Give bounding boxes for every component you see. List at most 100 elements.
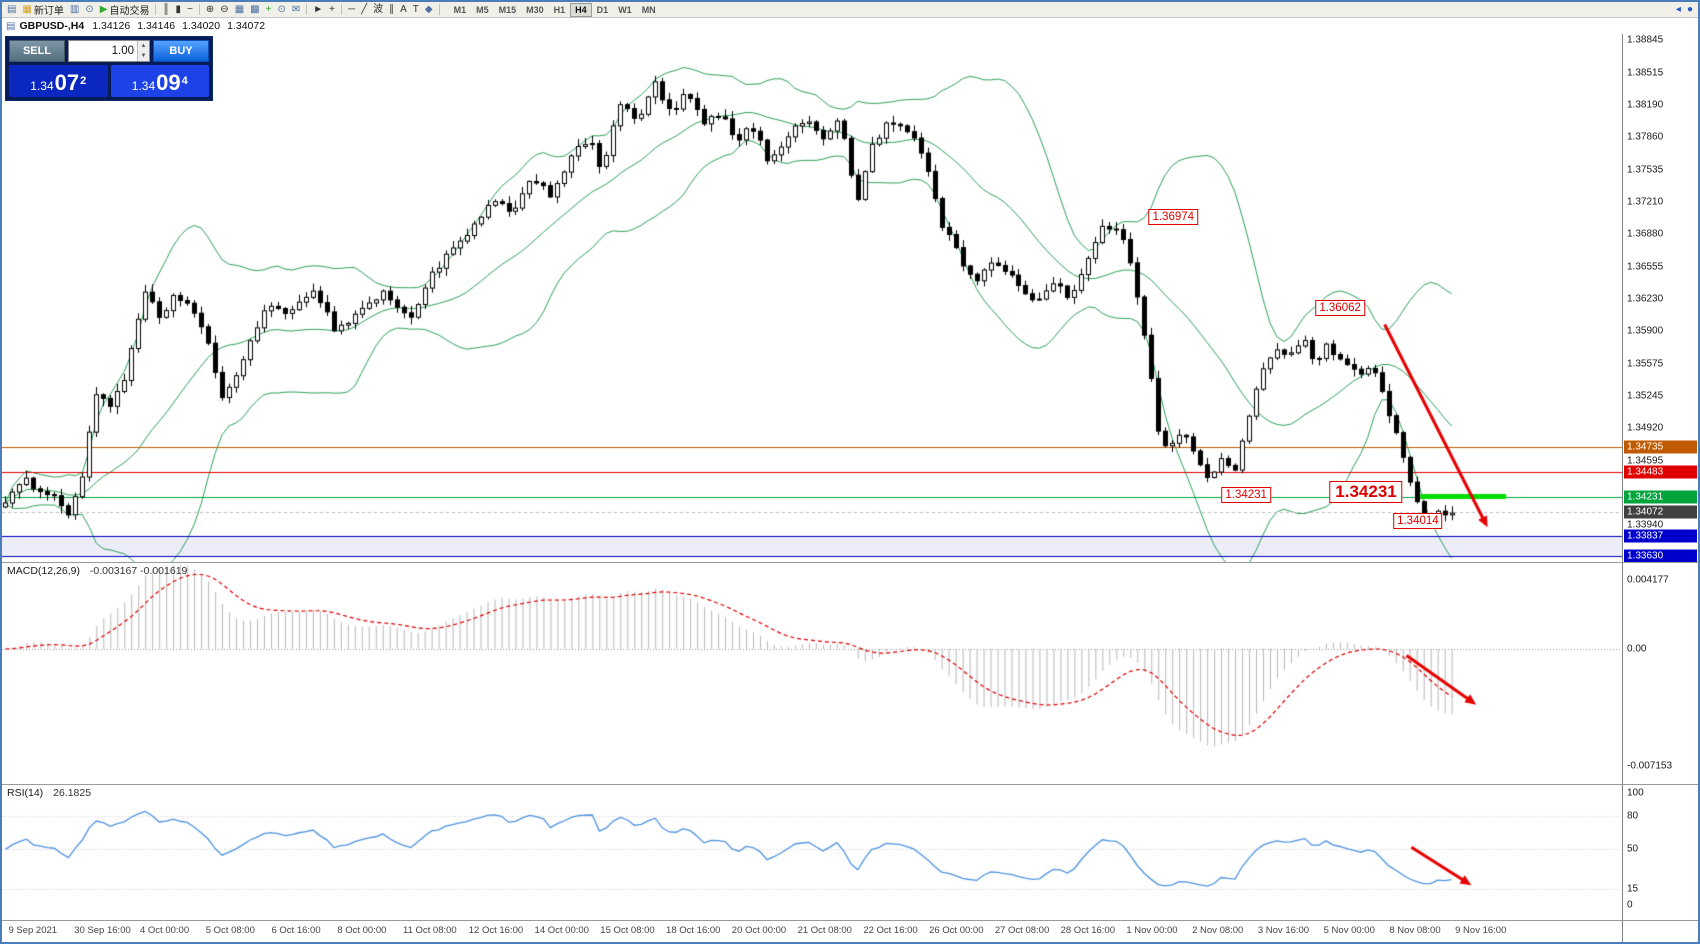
timeframe-m15[interactable]: M15 <box>498 4 517 15</box>
rsi-label: RSI(14) 26.1825 <box>7 787 92 799</box>
scroll-left-icon[interactable]: ◂ <box>1675 3 1681 15</box>
bar-chart-icon-glyph: ║ <box>162 3 170 15</box>
market-watch-icon[interactable]: ▥ <box>67 3 82 17</box>
symbol-title: GBPUSD-,H4 <box>19 20 85 32</box>
price-tick: 1.38515 <box>1627 67 1664 79</box>
timeframe-mn[interactable]: MN <box>641 4 656 15</box>
label-icon[interactable]: T <box>410 3 422 17</box>
price-tick: 1.34595 <box>1627 455 1664 467</box>
volume-down-icon[interactable]: ▼ <box>138 51 149 61</box>
main-chart-canvas[interactable] <box>2 34 1622 562</box>
add-indicator-icon[interactable]: + <box>263 3 275 17</box>
time-label: 8 Oct 00:00 <box>337 925 387 936</box>
timeframe-m5[interactable]: M5 <box>476 4 489 15</box>
new-order-button-label: 新订单 <box>33 6 64 17</box>
timeframe-d1[interactable]: D1 <box>596 4 609 15</box>
time-label: 2 Nov 08:00 <box>1192 925 1244 936</box>
timeframe-m30[interactable]: M30 <box>526 4 544 15</box>
sell-button[interactable]: SELL <box>9 40 65 62</box>
tile-windows-icon[interactable]: ▦ <box>232 3 247 17</box>
volume-up-icon[interactable]: ▲ <box>138 41 149 51</box>
price-tick: 1.37210 <box>1627 196 1664 208</box>
chart-window-icon: ▤ <box>6 20 16 32</box>
time-label: 22 Oct 16:00 <box>863 925 918 936</box>
rsi-tick: 100 <box>1627 787 1644 799</box>
rsi-axis: 100 80 50 15 0 <box>1622 785 1698 920</box>
status-dot-icon[interactable]: ● <box>1686 3 1693 15</box>
price-tick: 1.34920 <box>1627 422 1664 434</box>
shapes-icon[interactable]: ◆ <box>422 3 436 17</box>
new-order-button[interactable]: ▦ 新订单 <box>19 3 66 18</box>
timeframe-m1[interactable]: M1 <box>453 4 467 15</box>
rsi-tick: 0 <box>1627 899 1633 911</box>
timeframe-w1[interactable]: W1 <box>618 4 632 15</box>
period-icon[interactable]: ⊙ <box>274 3 288 17</box>
price-tag: 1.34735 <box>1624 440 1697 454</box>
price-tick: 1.36880 <box>1627 228 1664 240</box>
toolbar: ▤ ▦ 新订单 ▥ ⊙ ▶ 自动交易 ║ ▮ ~ ⊕ ⊖ ▦ ▩ + ⊙ ✉ ► + ─ ╱ 波 ∥ A T ◆ M1 M5 M15 M3… <box>2 2 1698 18</box>
toolbar-right-group: ◂ ● <box>1673 3 1696 17</box>
timeframe-h4[interactable]: H4 <box>570 2 592 17</box>
zoom-in-icon[interactable]: ⊕ <box>203 3 217 17</box>
bar-chart-icon[interactable]: ║ <box>159 3 172 17</box>
time-label: 30 Sep 16:00 <box>74 925 131 936</box>
toolbar-separator <box>155 4 157 15</box>
horizontal-line-icon[interactable]: ─ <box>345 3 358 17</box>
main-chart-panel: 1.36974 1.36062 1.34231 1.34231 1.34014 SELL… <box>2 34 1698 562</box>
macd-panel: MACD(12,26,9) -0.003167 -0.001619 0.0041… <box>2 562 1698 784</box>
rsi-tick: 80 <box>1627 810 1639 822</box>
template-icon[interactable]: ✉ <box>289 3 303 17</box>
channel-icon[interactable]: ∥ <box>386 3 397 17</box>
macd-label: MACD(12,26,9) -0.003167 -0.001619 <box>7 565 188 577</box>
auto-arrange-icon[interactable]: ▩ <box>247 3 262 17</box>
time-label: 3 Nov 16:00 <box>1257 925 1310 936</box>
text-icon[interactable]: A <box>397 3 410 17</box>
chart-title-row: ▤ GBPUSD-,H4 1.34126 1.34146 1.34020 1.3… <box>2 18 1698 34</box>
new-order-glyph: ▦ <box>22 3 32 15</box>
close-value: 1.34072 <box>227 20 266 32</box>
rsi-tick: 50 <box>1627 843 1639 855</box>
buy-price-display[interactable]: 1.34 09 4 <box>110 65 209 97</box>
trendline-icon[interactable]: ╱ <box>358 3 370 17</box>
price-tick: 1.36230 <box>1627 293 1664 305</box>
template-icon-glyph: ✉ <box>291 3 301 15</box>
new-chart-window-icon-glyph: ▤ <box>7 3 17 15</box>
timeframe-h1[interactable]: H1 <box>553 4 566 15</box>
macd-canvas[interactable] <box>2 563 1622 784</box>
time-axis[interactable]: 9 Sep 2021 30 Sep 16:00 4 Oct 00:00 5 Oct 0… <box>2 921 1622 942</box>
toolbar-separator <box>306 4 308 15</box>
signal-icon[interactable]: ⊙ <box>82 3 96 17</box>
candlestick-chart-icon-glyph: ▮ <box>175 3 182 15</box>
rsi-canvas[interactable] <box>2 785 1622 920</box>
price-tag: 1.34072 <box>1624 505 1697 519</box>
time-label: 11 Oct 08:00 <box>403 925 457 936</box>
price-tick: 1.35575 <box>1627 358 1664 370</box>
zoom-out-icon[interactable]: ⊖ <box>217 3 231 17</box>
time-label: 6 Oct 16:00 <box>271 925 321 936</box>
volume-value[interactable]: 1.00 <box>111 45 134 57</box>
candlestick-chart-icon[interactable]: ▮ <box>173 3 185 17</box>
toolbar-separator <box>198 4 200 15</box>
time-axis-row: 9 Sep 2021 30 Sep 16:00 4 Oct 00:00 5 Oct 0… <box>2 920 1698 942</box>
time-label: 14 Oct 00:00 <box>534 925 589 936</box>
wave-tool-icon[interactable]: 波 <box>370 3 386 17</box>
autotrade-button[interactable]: ▶ 自动交易 <box>97 3 153 18</box>
volume-stepper[interactable]: 1.00 ▲ ▼ <box>68 40 150 62</box>
crosshair-icon[interactable]: + <box>326 3 338 17</box>
time-label: 27 Oct 08:00 <box>994 925 1050 936</box>
zoom-in-icon-glyph: ⊕ <box>205 3 215 15</box>
price-tick: 1.37535 <box>1627 164 1664 176</box>
macd-axis: 0.004177 0.00 -0.007153 <box>1622 563 1698 784</box>
line-chart-icon-glyph: ~ <box>187 3 193 15</box>
time-label: 15 Oct 08:00 <box>600 925 655 936</box>
new-chart-window-icon[interactable]: ▤ <box>4 3 19 17</box>
price-tag: 1.33837 <box>1624 529 1697 543</box>
cursor-icon[interactable]: ► <box>310 3 326 17</box>
line-chart-icon[interactable]: ~ <box>184 3 196 17</box>
sell-price-display[interactable]: 1.34 07 2 <box>9 65 108 97</box>
price-tick: 1.38190 <box>1627 99 1664 111</box>
crosshair-icon-glyph: + <box>329 3 335 15</box>
price-axis[interactable]: 1.38845 1.38515 1.38190 1.37860 1.37535 1.372… <box>1622 34 1698 562</box>
buy-button[interactable]: BUY <box>153 40 209 62</box>
horizontal-line-icon-glyph: ─ <box>347 3 356 15</box>
